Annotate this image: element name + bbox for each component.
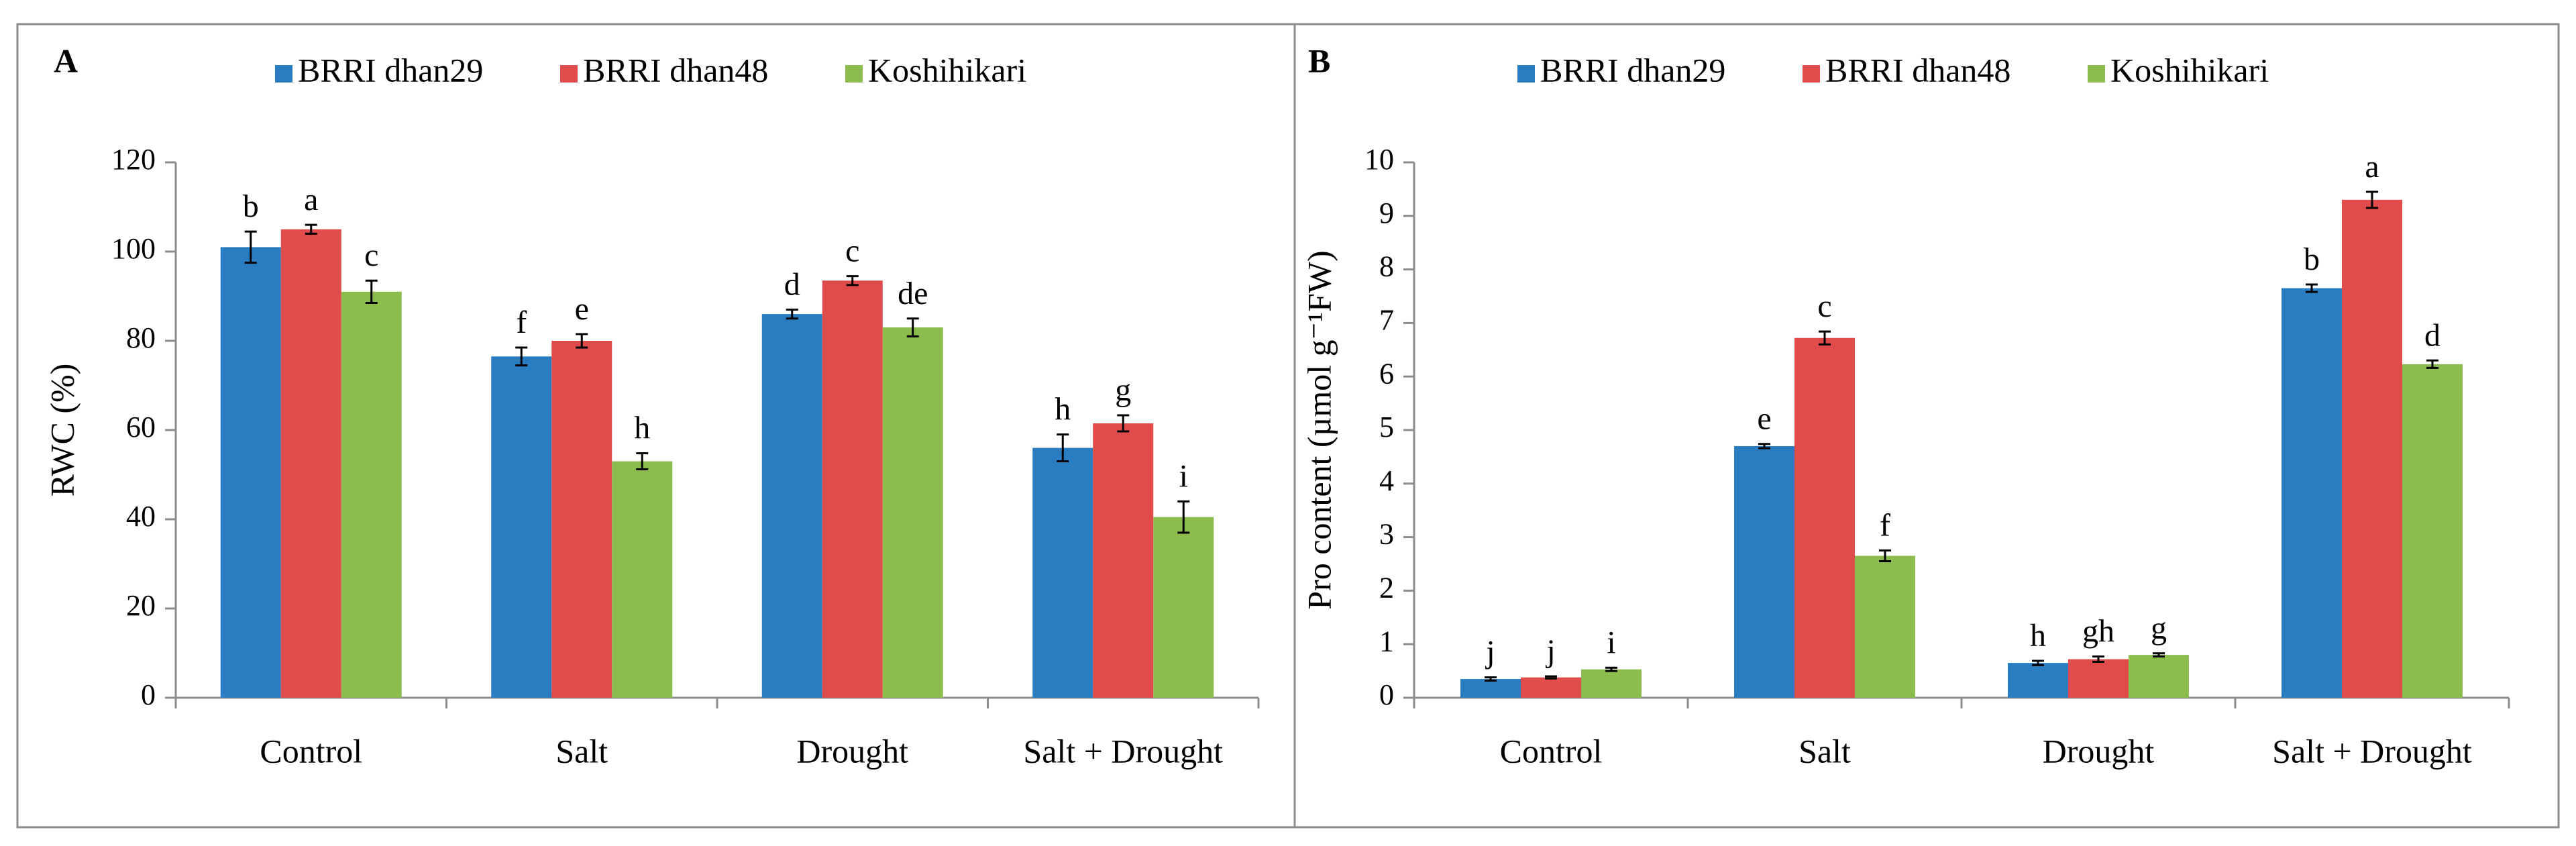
bar-brri-dhan29 [2282, 288, 2342, 698]
legend-swatch-koshihikari [2088, 65, 2105, 83]
bar-brri-dhan48 [280, 229, 341, 698]
significance-letter: b [243, 189, 259, 224]
legend-label-brri-dhan48: BRRI dhan48 [1825, 51, 2010, 89]
significance-letter: e [1757, 401, 1771, 437]
bar-koshihikari [341, 291, 402, 698]
y-tick-label: 6 [1379, 357, 1394, 390]
bar-koshihikari [2129, 655, 2189, 698]
bar-brri-dhan29 [1734, 445, 1794, 698]
panel-label: B [1308, 42, 1330, 79]
significance-letter: de [898, 276, 928, 311]
significance-letter: i [1607, 625, 1615, 660]
y-tick-label: 10 [1364, 143, 1394, 176]
legend-label-koshihikari: Koshihikari [868, 51, 1026, 89]
significance-letter: f [1880, 508, 1890, 543]
legend-swatch-koshihikari [845, 65, 863, 83]
x-tick-label: Drought [796, 732, 908, 770]
y-tick-label: 100 [111, 232, 156, 265]
y-tick-label: 80 [126, 321, 156, 354]
y-tick-label: 120 [111, 143, 156, 176]
legend-label-koshihikari: Koshihikari [2110, 51, 2269, 89]
x-tick-label: Drought [2043, 732, 2155, 770]
bar-koshihikari [2402, 364, 2463, 698]
y-tick-label: 9 [1379, 197, 1394, 229]
x-tick-label: Salt + Drought [2272, 732, 2472, 770]
bar-brri-dhan48 [2068, 659, 2129, 698]
bar-brri-dhan29 [220, 247, 281, 698]
x-tick-label: Salt [555, 732, 608, 770]
bar-brri-dhan29 [761, 314, 822, 698]
y-tick-label: 2 [1379, 571, 1394, 604]
significance-letter: a [2365, 149, 2379, 184]
y-tick-label: 3 [1379, 518, 1394, 551]
x-tick-label: Salt [1799, 732, 1851, 770]
significance-letter: h [2030, 618, 2046, 653]
legend-label-brri-dhan48: BRRI dhan48 [583, 51, 768, 89]
y-tick-label: 1 [1379, 625, 1394, 657]
legend-swatch-brri-dhan29 [1517, 65, 1535, 83]
y-tick-label: 0 [141, 678, 156, 711]
bar-brri-dhan48 [551, 341, 612, 698]
bar-koshihikari [882, 327, 943, 698]
bar-brri-dhan29 [2008, 663, 2068, 698]
y-tick-label: 40 [126, 500, 156, 533]
bar-koshihikari [1855, 556, 1915, 698]
significance-letter: j [1545, 633, 1555, 669]
legend-label-brri-dhan29: BRRI dhan29 [298, 51, 483, 89]
panel-b: B 0 1 2 3 4 5 6 7 8 9 10 Pro content (µmol g⁻¹FW) Con… [1300, 42, 2510, 770]
panel-a: A 0 20 40 60 80 100 120 RWC (%) Control b a c Salt f e h… [43, 42, 1260, 770]
y-tick-label: 20 [126, 589, 156, 622]
bar-brri-dhan29 [1460, 679, 1521, 698]
panel-label: A [54, 42, 78, 79]
significance-letter: g [1115, 372, 1131, 408]
x-tick-label: Control [1500, 732, 1603, 770]
bar-koshihikari [1153, 517, 1214, 698]
bar-koshihikari [1581, 669, 1642, 698]
bar-brri-dhan48 [2342, 199, 2402, 698]
y-axis-label: RWC (%) [43, 364, 80, 497]
y-tick-label: 5 [1379, 411, 1394, 443]
bar-brri-dhan48 [1794, 337, 1855, 698]
legend-swatch-brri-dhan29 [275, 65, 292, 83]
significance-letter: f [516, 305, 527, 340]
significance-letter: i [1179, 458, 1188, 494]
y-tick-label: 0 [1379, 678, 1394, 711]
significance-letter: b [2304, 242, 2320, 277]
significance-letter: d [784, 266, 800, 302]
y-tick-label: 7 [1379, 303, 1394, 336]
bar-brri-dhan48 [1093, 423, 1154, 698]
significance-letter: j [1485, 635, 1495, 670]
legend-swatch-brri-dhan48 [1803, 65, 1820, 83]
legend-label-brri-dhan29: BRRI dhan29 [1540, 51, 1725, 89]
bar-brri-dhan48 [1521, 677, 1581, 698]
significance-letter: d [2424, 317, 2440, 353]
significance-letter: gh [2082, 614, 2114, 649]
bar-brri-dhan48 [822, 280, 883, 698]
bar-koshihikari [612, 461, 673, 698]
significance-letter: g [2151, 611, 2167, 646]
bar-brri-dhan29 [491, 356, 552, 698]
y-tick-label: 60 [126, 411, 156, 443]
x-tick-label: Salt + Drought [1023, 732, 1223, 770]
bar-brri-dhan29 [1032, 447, 1093, 698]
legend-swatch-brri-dhan48 [560, 65, 578, 83]
y-tick-label: 8 [1379, 250, 1394, 283]
significance-letter: c [364, 237, 378, 273]
significance-letter: h [1055, 392, 1071, 427]
significance-letter: e [575, 291, 589, 327]
x-tick-label: Control [260, 732, 362, 770]
significance-letter: h [634, 411, 650, 446]
significance-letter: c [845, 233, 859, 269]
y-tick-label: 4 [1379, 464, 1394, 497]
figure-border [16, 23, 2560, 829]
significance-letter: c [1817, 288, 1831, 324]
significance-letter: a [304, 182, 318, 217]
y-axis-label: Pro content (µmol g⁻¹FW) [1300, 250, 1338, 609]
